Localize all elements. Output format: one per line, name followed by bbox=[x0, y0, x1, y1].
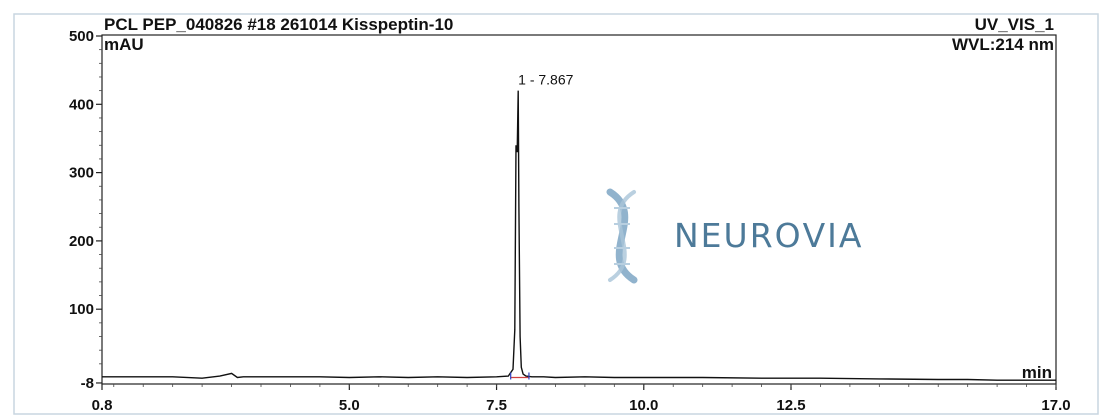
figure-frame bbox=[13, 13, 1099, 415]
peak-label: 1 - 7.867 bbox=[518, 72, 573, 88]
x-axis-unit: min bbox=[1022, 363, 1052, 382]
y-tick-label: 400 bbox=[69, 96, 94, 113]
y-axis-unit: mAU bbox=[104, 35, 144, 54]
y-tick-label: 200 bbox=[69, 233, 94, 250]
x-tick-label: 5.0 bbox=[339, 397, 360, 414]
chart-title: PCL PEP_040826 #18 261014 Kisspeptin-10 bbox=[104, 15, 453, 34]
y-tick-label: 500 bbox=[69, 28, 94, 45]
dna-helix-icon bbox=[606, 188, 638, 284]
x-tick-label: 12.5 bbox=[776, 397, 805, 414]
x-tick-label: 10.0 bbox=[629, 397, 658, 414]
x-tick-label: 0.8 bbox=[92, 397, 113, 414]
y-tick-label: 100 bbox=[69, 301, 94, 318]
wavelength-label: WVL:214 nm bbox=[952, 35, 1054, 54]
x-tick-label: 17.0 bbox=[1041, 397, 1070, 414]
y-tick-label: 300 bbox=[69, 165, 94, 182]
watermark: NEURОVIA bbox=[606, 188, 863, 284]
watermark-text: NEURОVIA bbox=[674, 216, 863, 255]
channel-label: UV_VIS_1 bbox=[975, 15, 1054, 34]
plot-area bbox=[101, 34, 1057, 385]
chromatogram-trace bbox=[102, 90, 1056, 381]
x-tick-label: 7.5 bbox=[486, 397, 507, 414]
y-tick-label: -8 bbox=[81, 375, 94, 392]
